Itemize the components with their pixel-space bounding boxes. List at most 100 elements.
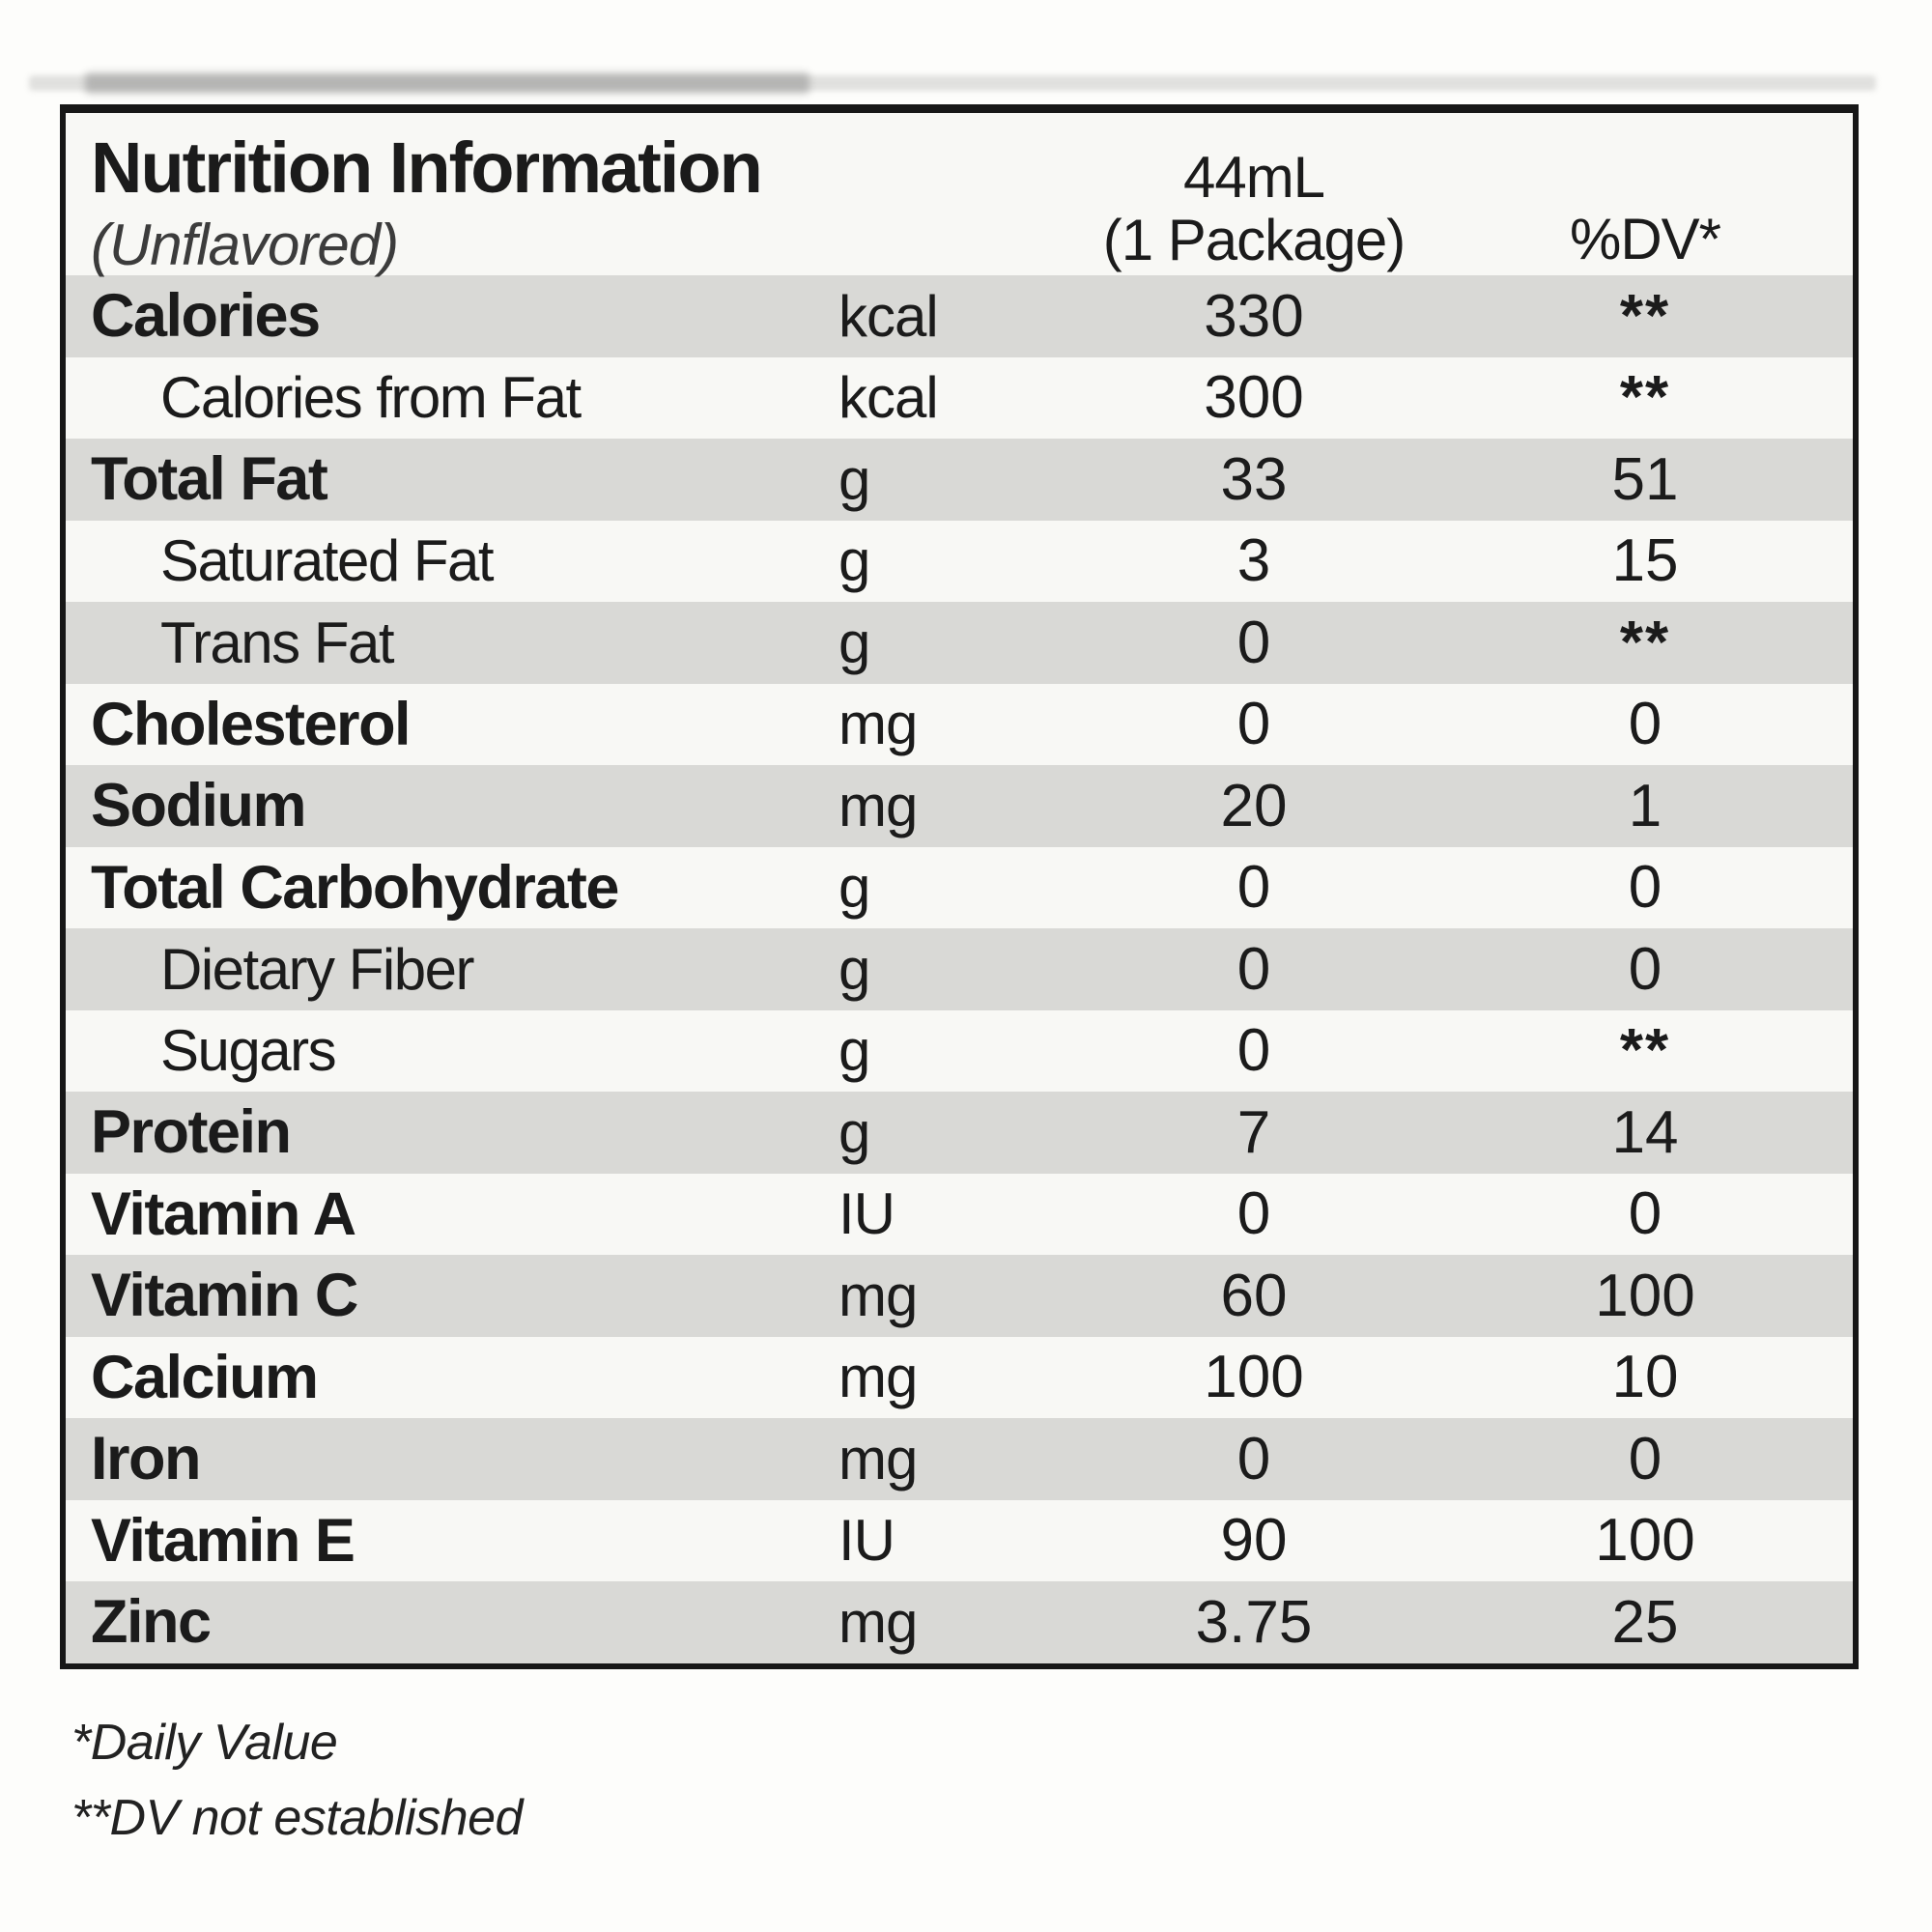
nutrient-unit: g <box>838 1018 870 1084</box>
nutrient-value: 20 <box>1220 772 1288 839</box>
nutrient-unit: IU <box>838 1508 895 1574</box>
nutrient-value: 0 <box>1236 935 1271 1003</box>
footnote-dv-not-established: **DV not established <box>71 1790 523 1846</box>
nutrient-unit: mg <box>838 1589 918 1655</box>
nutrient-unit: g <box>838 610 870 675</box>
nutrient-value: 33 <box>1220 445 1288 513</box>
nutrient-name: Total Fat <box>91 445 328 514</box>
nutrient-row: Sugars g 0 ** <box>66 1010 1853 1093</box>
nutrient-dv: 0 <box>1628 854 1662 922</box>
nutrient-name: Total Carbohydrate <box>91 853 619 922</box>
footnotes: *Daily Value **DV not established <box>71 1718 523 1843</box>
nutrient-value: 330 <box>1204 282 1304 350</box>
nutrient-unit: g <box>838 446 870 512</box>
scan-smudge-line <box>29 75 1876 91</box>
nutrient-value: 0 <box>1236 854 1271 922</box>
nutrient-value: 0 <box>1236 1180 1271 1248</box>
nutrient-name: Vitamin A <box>91 1179 356 1248</box>
nutrient-unit: IU <box>838 1181 895 1247</box>
nutrient-name: Vitamin E <box>91 1506 355 1575</box>
nutrient-unit: g <box>838 528 870 594</box>
nutrient-row: Protein g 7 14 <box>66 1092 1853 1174</box>
nutrient-unit: mg <box>838 1426 918 1492</box>
nutrient-unit: kcal <box>838 365 939 431</box>
nutrient-dv: 0 <box>1628 935 1662 1003</box>
nutrient-dv: ** <box>1619 609 1671 676</box>
nutrient-value: 7 <box>1236 1098 1271 1166</box>
nutrient-unit: mg <box>838 1345 918 1410</box>
nutrient-row: Total Carbohydrate g 0 0 <box>66 847 1853 929</box>
nutrition-table: Nutrition Information (Unflavored) 44mL … <box>60 104 1859 1669</box>
nutrient-unit: mg <box>838 773 918 838</box>
nutrient-dv: 100 <box>1595 1507 1695 1575</box>
nutrient-value: 3 <box>1236 527 1271 595</box>
table-title-block: Nutrition Information (Unflavored) <box>66 113 838 278</box>
nutrient-value: 3.75 <box>1195 1588 1313 1656</box>
table-title: Nutrition Information <box>91 128 763 208</box>
nutrient-name: Protein <box>91 1098 292 1167</box>
scan-smudge-dark <box>85 72 810 94</box>
nutrient-row: Calories kcal 330 ** <box>66 275 1853 357</box>
nutrient-unit: mg <box>838 1263 918 1328</box>
nutrient-name: Iron <box>91 1425 202 1493</box>
nutrient-name: Calcium <box>91 1343 319 1411</box>
nutrient-name: Cholesterol <box>91 690 412 758</box>
nutrient-unit: g <box>838 1099 870 1165</box>
nutrient-value: 60 <box>1220 1262 1288 1329</box>
serving-size-amount: 44mL <box>1182 145 1325 211</box>
nutrient-dv: 100 <box>1595 1262 1695 1329</box>
nutrient-name: Zinc <box>91 1588 212 1657</box>
nutrient-value: 100 <box>1204 1344 1304 1411</box>
nutrient-row: Total Fat g 33 51 <box>66 439 1853 521</box>
nutrient-row: Iron mg 0 0 <box>66 1418 1853 1500</box>
nutrient-name: Vitamin C <box>91 1262 358 1330</box>
nutrient-dv: ** <box>1619 364 1671 432</box>
nutrient-unit: mg <box>838 692 918 757</box>
nutrient-dv: ** <box>1619 1017 1671 1085</box>
serving-size-header: 44mL (1 Package) <box>1070 147 1437 278</box>
nutrient-row: Vitamin C mg 60 100 <box>66 1255 1853 1337</box>
nutrient-dv: 10 <box>1611 1344 1679 1411</box>
nutrient-dv: 0 <box>1628 1180 1662 1248</box>
nutrient-row: Calcium mg 100 10 <box>66 1337 1853 1419</box>
nutrient-value: 300 <box>1204 364 1304 432</box>
nutrient-row: Vitamin E IU 90 100 <box>66 1500 1853 1582</box>
nutrient-name: Trans Fat <box>160 610 395 675</box>
nutrient-name: Sugars <box>160 1018 337 1084</box>
nutrient-unit: kcal <box>838 283 939 349</box>
nutrient-name: Sodium <box>91 772 307 840</box>
nutrient-value: 0 <box>1236 1017 1271 1085</box>
nutrient-dv: 25 <box>1611 1588 1679 1656</box>
table-body: Calories kcal 330 ** Calories from Fat k… <box>66 275 1853 1663</box>
nutrient-dv: 0 <box>1628 1425 1662 1492</box>
nutrient-dv: 1 <box>1628 772 1662 839</box>
nutrient-row: Calories from Fat kcal 300 ** <box>66 357 1853 440</box>
nutrient-dv: 51 <box>1611 445 1679 513</box>
nutrient-value: 0 <box>1236 609 1271 676</box>
nutrient-value: 0 <box>1236 691 1271 758</box>
nutrient-row: Cholesterol mg 0 0 <box>66 684 1853 766</box>
nutrient-row: Zinc mg 3.75 25 <box>66 1581 1853 1663</box>
nutrient-unit: g <box>838 936 870 1002</box>
nutrient-dv: 15 <box>1611 527 1679 595</box>
nutrient-name: Calories from Fat <box>160 365 582 431</box>
serving-size-package: (1 Package) <box>1102 208 1406 273</box>
nutrient-row: Trans Fat g 0 ** <box>66 602 1853 684</box>
nutrient-value: 0 <box>1236 1425 1271 1492</box>
nutrient-name: Calories <box>91 282 321 351</box>
unit-column-header-empty <box>838 113 1070 278</box>
nutrient-dv: 14 <box>1611 1098 1679 1166</box>
nutrient-row: Sodium mg 20 1 <box>66 765 1853 847</box>
footnote-daily-value: *Daily Value <box>71 1715 338 1771</box>
nutrient-name: Dietary Fiber <box>160 936 474 1002</box>
nutrient-unit: g <box>838 855 870 921</box>
nutrient-row: Dietary Fiber g 0 0 <box>66 928 1853 1010</box>
nutrient-name: Saturated Fat <box>160 528 495 594</box>
nutrient-dv: 0 <box>1628 691 1662 758</box>
nutrient-row: Vitamin A IU 0 0 <box>66 1174 1853 1256</box>
nutrient-row: Saturated Fat g 3 15 <box>66 521 1853 603</box>
dv-column-header: %DV* <box>1569 207 1721 271</box>
table-header: Nutrition Information (Unflavored) 44mL … <box>66 113 1853 278</box>
nutrient-value: 90 <box>1220 1507 1288 1575</box>
nutrient-dv: ** <box>1619 282 1671 350</box>
